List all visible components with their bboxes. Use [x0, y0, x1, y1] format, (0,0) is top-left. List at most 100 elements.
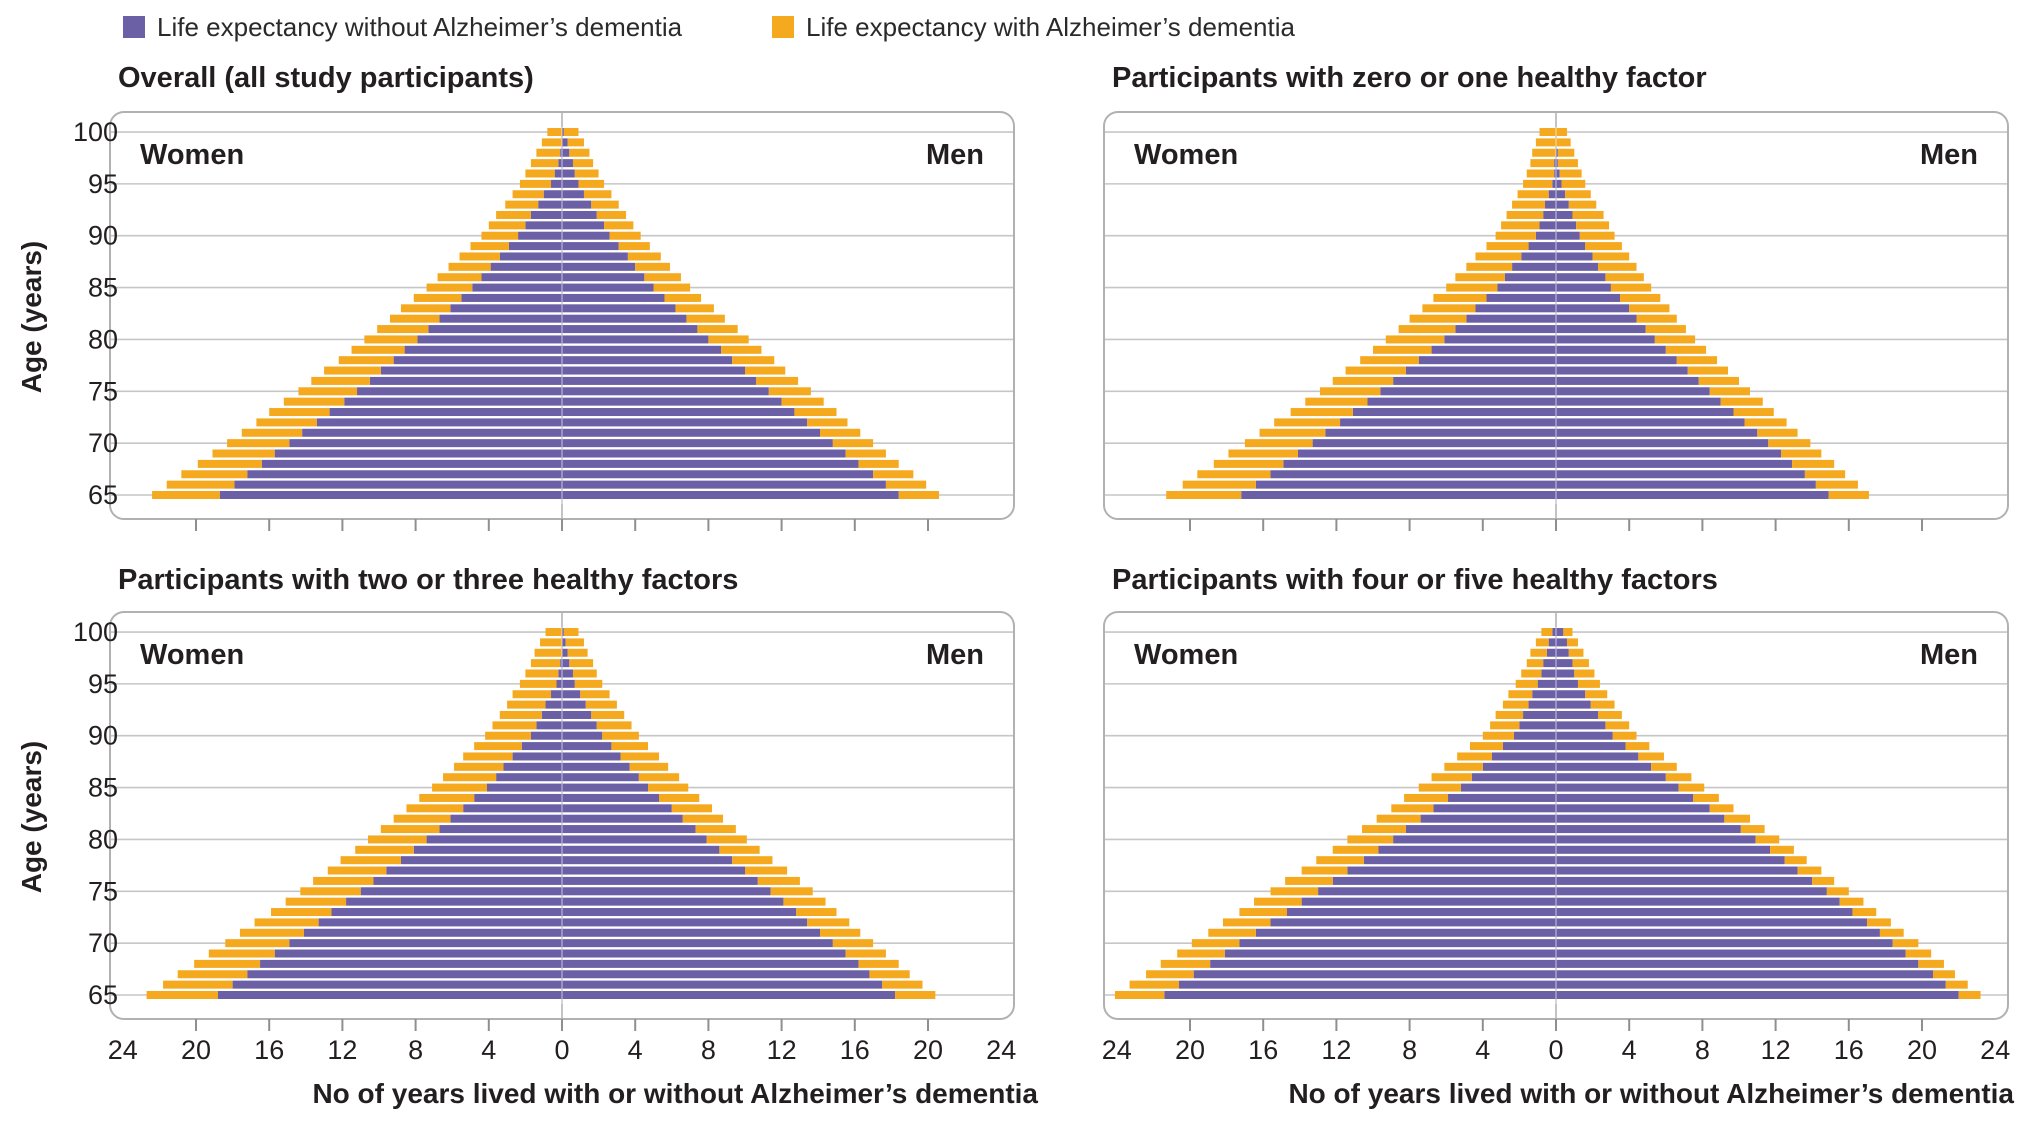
bar-women-without-95 [551, 179, 562, 188]
bar-women-without-73 [1352, 408, 1556, 417]
bar-women-without-91 [1539, 221, 1556, 230]
bar-men-with-76 [757, 876, 800, 885]
bar-women-with-88 [459, 252, 500, 261]
bar-men-with-81 [697, 325, 738, 334]
bar-men-without-66 [1556, 980, 1946, 989]
panel-title-zero-or-one: Participants with zero or one healthy fa… [1112, 62, 1707, 94]
bar-men-without-94 [562, 690, 581, 699]
bar-men-with-66 [885, 480, 927, 489]
bar-women-without-78 [1363, 856, 1556, 865]
bar-men-without-85 [562, 783, 649, 792]
bar-men-with-70 [1892, 939, 1919, 948]
bar-women-without-96 [558, 669, 562, 678]
bar-women-with-73 [1290, 408, 1353, 417]
bar-men-with-89 [618, 242, 650, 251]
x-tick-label-5: 4 [1475, 1035, 1490, 1065]
bar-women-with-71 [1208, 928, 1256, 937]
x-tick-label-9: 12 [1761, 1035, 1791, 1065]
bar-men-with-71 [1879, 928, 1904, 937]
bar-women-with-87 [448, 262, 491, 271]
bar-men-with-86 [638, 773, 680, 782]
bar-men-with-79 [719, 845, 760, 854]
bar-men-without-93 [562, 200, 592, 209]
bar-men-with-92 [596, 210, 627, 219]
bar-women-with-80 [1385, 335, 1445, 344]
bar-women-with-77 [324, 366, 381, 375]
bar-women-with-81 [1362, 825, 1406, 834]
bar-men-with-99 [1566, 638, 1578, 647]
bar-women-with-90 [1482, 731, 1514, 740]
bar-men-with-66 [1815, 480, 1858, 489]
bar-women-with-87 [1444, 762, 1483, 771]
bar-men-without-68 [562, 959, 859, 968]
bar-women-with-89 [474, 742, 522, 751]
bar-men-with-80 [708, 335, 749, 344]
bar-women-with-93 [1512, 200, 1546, 209]
bar-men-with-98 [1557, 148, 1575, 157]
bar-women-with-66 [166, 480, 235, 489]
bar-men-with-98 [1568, 648, 1584, 657]
x-tick-label-1: 20 [181, 1035, 211, 1065]
bar-men-with-85 [1678, 783, 1705, 792]
bar-men-without-81 [562, 825, 696, 834]
bar-women-without-86 [481, 273, 562, 282]
bar-men-with-91 [596, 721, 632, 730]
bar-women-without-76 [369, 376, 562, 385]
bar-men-without-83 [1556, 304, 1630, 313]
men-label-p0: Men [926, 139, 984, 171]
bar-women-without-74 [1367, 397, 1556, 406]
bar-women-without-65 [219, 491, 563, 499]
bar-women-with-77 [327, 866, 387, 875]
bar-women-without-91 [536, 721, 562, 730]
y-tick-label-65: 65 [88, 480, 118, 510]
bar-men-without-75 [562, 887, 771, 896]
bar-women-with-84 [1433, 293, 1487, 302]
bar-women-with-95 [1523, 179, 1553, 188]
bar-men-without-76 [562, 876, 758, 885]
bar-men-without-91 [562, 221, 605, 230]
bar-men-with-96 [1559, 169, 1582, 178]
y-tick-label-65: 65 [88, 980, 118, 1010]
x-tick-label-4: 8 [408, 1035, 423, 1065]
bar-women-without-70 [289, 439, 562, 448]
bar-men-with-93 [1568, 200, 1597, 209]
bar-men-without-65 [1556, 491, 1829, 499]
bar-women-without-76 [1332, 876, 1556, 885]
bar-women-with-98 [1530, 648, 1547, 657]
bar-women-without-70 [289, 939, 562, 948]
bar-men-without-69 [1556, 449, 1782, 458]
bar-men-with-74 [1720, 397, 1763, 406]
bar-men-without-84 [562, 793, 659, 802]
bar-women-without-94 [1532, 690, 1556, 699]
bar-men-without-96 [562, 169, 575, 178]
bar-men-without-88 [1556, 752, 1639, 761]
bar-women-without-67 [247, 470, 563, 479]
bar-women-with-85 [426, 283, 473, 292]
bar-men-without-86 [1556, 273, 1606, 282]
bar-women-without-83 [450, 304, 562, 313]
bar-men-without-79 [1556, 845, 1771, 854]
bar-men-with-93 [1590, 700, 1615, 709]
bar-women-with-86 [1431, 773, 1472, 782]
bar-men-with-80 [706, 835, 747, 844]
y-tick-label-90: 90 [88, 721, 118, 751]
x-tick-label-2: 16 [1248, 1035, 1278, 1065]
bar-men-without-76 [562, 376, 756, 385]
bar-women-without-94 [543, 190, 562, 199]
bar-men-without-100 [562, 628, 564, 637]
legend-swatch-with-ad [772, 16, 794, 38]
bar-men-without-70 [562, 439, 833, 448]
bar-men-with-77 [1687, 366, 1729, 375]
bar-women-with-91 [1501, 221, 1540, 230]
bar-men-without-98 [1556, 148, 1558, 157]
bar-men-without-86 [562, 773, 639, 782]
bar-men-with-88 [627, 252, 661, 261]
bar-women-with-93 [507, 700, 546, 709]
bar-men-with-69 [1905, 949, 1932, 958]
bar-men-without-89 [1556, 242, 1586, 251]
bar-men-with-98 [567, 648, 588, 657]
bar-men-without-87 [1556, 762, 1652, 771]
bar-women-with-68 [197, 459, 262, 468]
bar-men-with-67 [869, 970, 910, 979]
bar-men-with-88 [1592, 252, 1630, 261]
